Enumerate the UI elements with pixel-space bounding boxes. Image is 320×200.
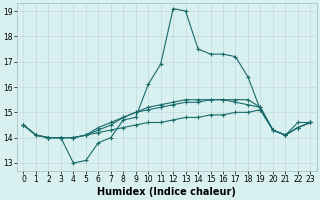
X-axis label: Humidex (Indice chaleur): Humidex (Indice chaleur) [98,187,236,197]
